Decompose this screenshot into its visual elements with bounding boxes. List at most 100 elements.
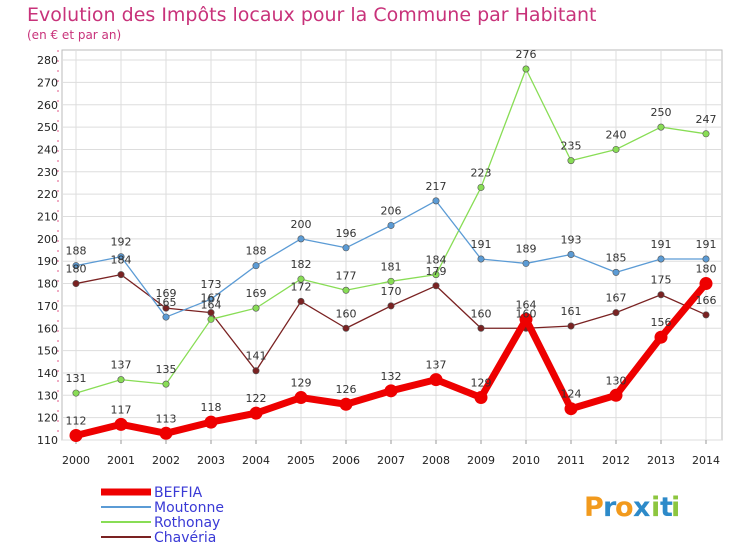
data-point <box>657 291 665 299</box>
x-tick-label: 2013 <box>647 454 675 467</box>
data-point <box>117 253 125 261</box>
data-label: 191 <box>651 238 672 251</box>
logo-letter: t <box>660 492 673 523</box>
data-point <box>159 426 173 440</box>
y-tick-label: 190 <box>37 255 58 268</box>
data-label: 181 <box>381 260 402 273</box>
y-tick-label: 170 <box>37 300 58 313</box>
data-point <box>162 380 170 388</box>
data-label: 180 <box>66 263 87 276</box>
logo-letter: i <box>651 492 660 523</box>
data-point <box>162 304 170 312</box>
data-point <box>297 297 305 305</box>
data-point <box>117 376 125 384</box>
data-label: 196 <box>336 227 357 240</box>
data-point <box>387 302 395 310</box>
axes: 110 120 130 140 150 160 170 180 190 200 210 220 230 2… <box>37 50 720 467</box>
data-label: 177 <box>336 269 357 282</box>
data-label: 165 <box>156 296 177 309</box>
data-label: 117 <box>111 403 132 416</box>
data-point <box>432 197 440 205</box>
data-point <box>69 429 83 443</box>
y-tick-label: 280 <box>37 54 58 67</box>
data-label: 161 <box>561 305 582 318</box>
data-label: 175 <box>651 274 672 287</box>
data-label: 184 <box>111 254 132 267</box>
data-point <box>477 255 485 263</box>
data-point <box>72 262 80 270</box>
logo-letter: x <box>633 492 650 523</box>
chart-subtitle: (en € et par an) <box>27 28 121 42</box>
y-tick-label: 260 <box>37 99 58 112</box>
data-label: 185 <box>606 251 627 264</box>
data-point <box>657 123 665 131</box>
data-point <box>699 277 713 291</box>
x-tick-label: 2003 <box>197 454 225 467</box>
x-tick-label: 2010 <box>512 454 540 467</box>
chart-title: Evolution des Impôts locaux pour la Comm… <box>27 4 597 26</box>
x-tick-label: 2006 <box>332 454 360 467</box>
data-point <box>207 309 215 317</box>
data-point <box>474 391 488 405</box>
x-tick-label: 2001 <box>107 454 135 467</box>
x-tick-label: 2005 <box>287 454 315 467</box>
data-label: 113 <box>156 412 177 425</box>
y-tick-label: 200 <box>37 233 58 246</box>
logo-letter: r <box>603 492 617 523</box>
data-point <box>204 415 218 429</box>
data-label: 188 <box>66 245 87 258</box>
x-tick-label: 2011 <box>557 454 585 467</box>
data-point <box>519 312 533 326</box>
data-point <box>477 183 485 191</box>
data-point <box>342 286 350 294</box>
y-tick-label: 220 <box>37 188 58 201</box>
y-tick-label: 160 <box>37 322 58 335</box>
data-point <box>249 406 263 420</box>
data-point <box>297 275 305 283</box>
data-label: 112 <box>66 415 87 428</box>
data-point <box>162 313 170 321</box>
y-tick-label: 140 <box>37 367 58 380</box>
y-tick-label: 130 <box>37 389 58 402</box>
data-label: 122 <box>246 392 267 405</box>
data-point <box>294 391 308 405</box>
y-tick-label: 110 <box>37 434 58 447</box>
data-label: 172 <box>291 280 312 293</box>
data-label: 217 <box>426 180 447 193</box>
data-label: 129 <box>471 377 492 390</box>
y-tick-label: 250 <box>37 121 58 134</box>
data-label: 189 <box>516 242 537 255</box>
data-point <box>432 271 440 279</box>
data-point <box>117 271 125 279</box>
data-point <box>384 384 398 398</box>
data-point <box>522 259 530 267</box>
data-label: 164 <box>201 298 222 311</box>
data-point <box>252 304 260 312</box>
data-point <box>477 324 485 332</box>
data-label: 137 <box>111 359 132 372</box>
series-lines <box>69 65 713 443</box>
data-label: 166 <box>696 294 717 307</box>
data-label: 276 <box>516 48 537 61</box>
data-point <box>252 262 260 270</box>
data-point <box>564 402 578 416</box>
legend-entry: BEFFIA <box>154 485 203 501</box>
data-point <box>702 255 710 263</box>
data-label: 160 <box>516 307 537 320</box>
x-tick-label: 2004 <box>242 454 270 467</box>
y-tick-label: 270 <box>37 76 58 89</box>
y-tick-label: 180 <box>37 278 58 291</box>
data-label: 169 <box>156 287 177 300</box>
data-point <box>567 250 575 258</box>
proxiti-logo: Proxiti <box>584 492 680 523</box>
data-point <box>387 221 395 229</box>
data-point <box>297 235 305 243</box>
data-point <box>612 268 620 276</box>
legend-entry: Chavéria <box>154 530 216 546</box>
data-label: 247 <box>696 113 717 126</box>
data-label: 193 <box>561 233 582 246</box>
data-label: 184 <box>426 254 447 267</box>
x-tick-label: 2008 <box>422 454 450 467</box>
